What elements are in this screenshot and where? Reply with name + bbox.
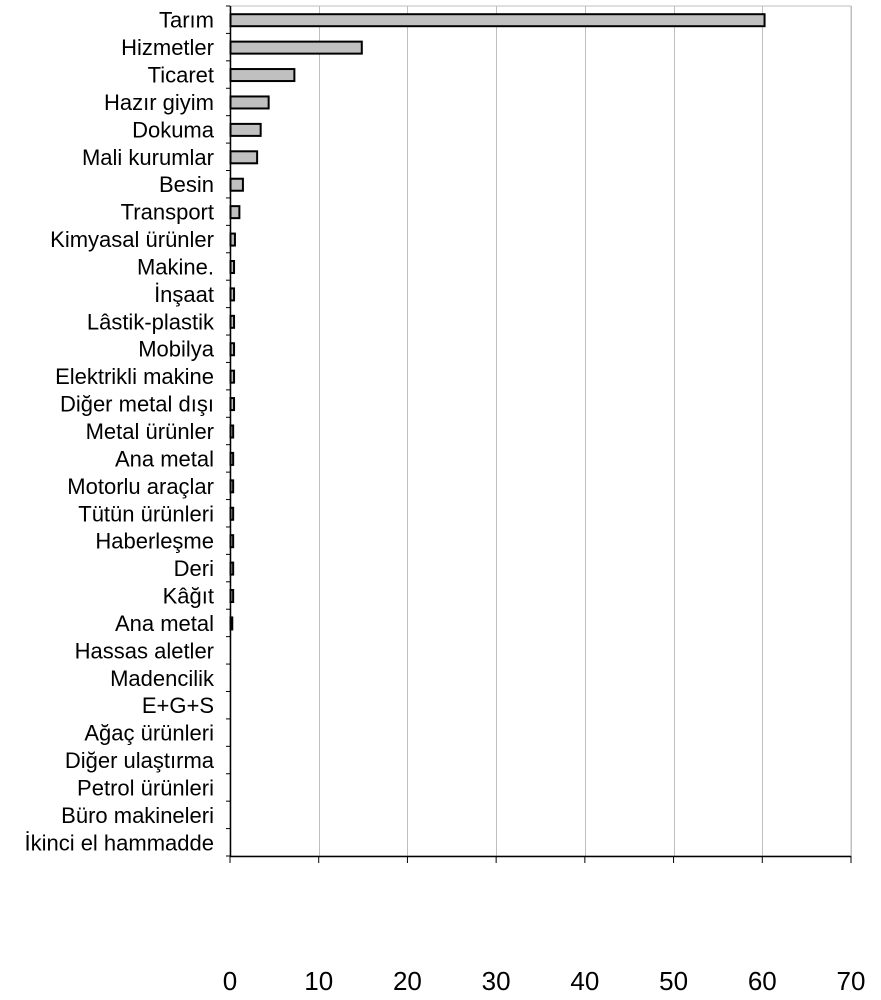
category-label: Tarım xyxy=(159,8,214,33)
category-label: Lâstik-plastik xyxy=(87,309,215,334)
category-label: Kimyasal ürünler xyxy=(50,227,214,252)
plot-area xyxy=(229,5,852,857)
category-label: Diğer metal dışı xyxy=(60,392,214,417)
category-label: Ana metal xyxy=(115,446,214,471)
x-tick-label: 50 xyxy=(659,966,688,996)
category-label: Mali kurumlar xyxy=(82,145,214,170)
category-label: Motorlu araçlar xyxy=(67,474,214,499)
bar xyxy=(229,205,241,220)
bar xyxy=(229,95,270,110)
category-label: Transport xyxy=(121,200,214,225)
x-tick-label: 10 xyxy=(304,966,333,996)
category-label: Makine. xyxy=(137,254,214,279)
bar xyxy=(229,150,259,165)
x-tick-label: 20 xyxy=(393,966,422,996)
category-label: Haberleşme xyxy=(95,529,214,554)
category-label: Ana metal xyxy=(115,611,214,636)
category-label: Petrol ürünleri xyxy=(77,775,214,800)
x-tick-label: 60 xyxy=(748,966,777,996)
bar xyxy=(229,177,244,192)
x-tick-label: 30 xyxy=(482,966,511,996)
bar xyxy=(229,68,296,83)
category-label: İkinci el hammadde xyxy=(24,830,214,855)
x-tick-label: 40 xyxy=(570,966,599,996)
x-tick-label: 70 xyxy=(837,966,866,996)
category-label: Deri xyxy=(174,556,214,581)
category-label: E+G+S xyxy=(142,693,214,718)
bar xyxy=(229,13,766,28)
bar xyxy=(229,122,262,137)
x-tick-label: 0 xyxy=(223,966,237,996)
category-label: Dokuma xyxy=(132,117,215,142)
category-label: Tütün ürünleri xyxy=(78,501,214,526)
category-label: Hassas aletler xyxy=(75,638,214,663)
category-label: Hazır giyim xyxy=(104,90,214,115)
bar xyxy=(229,40,363,55)
category-label: Besin xyxy=(159,172,214,197)
category-label: Büro makineleri xyxy=(61,803,214,828)
category-label: Hizmetler xyxy=(121,35,214,60)
category-label: İnşaat xyxy=(154,282,214,307)
category-label: Metal ürünler xyxy=(86,419,214,444)
category-label: Elektrikli makine xyxy=(55,364,214,389)
category-label: Mobilya xyxy=(138,337,215,362)
category-label: Diğer ulaştırma xyxy=(65,748,215,773)
category-label: Madencilik xyxy=(110,666,215,691)
category-label: Ticaret xyxy=(148,63,214,88)
category-label: Ağaç ürünleri xyxy=(84,721,214,746)
category-label: Kâğıt xyxy=(163,584,214,609)
